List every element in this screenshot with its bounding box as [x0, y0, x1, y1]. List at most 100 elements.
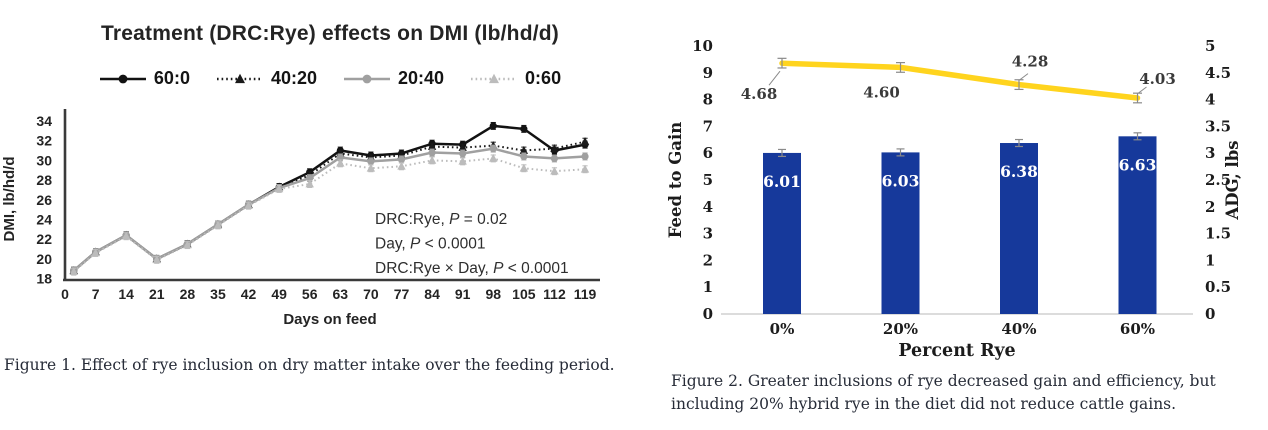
- circle-line-sample-icon: [344, 74, 390, 83]
- x-tick-label: 98: [485, 286, 501, 302]
- x-tick-label: 70: [363, 286, 379, 302]
- marker-triangle: [336, 158, 345, 167]
- x-tick-label: 77: [394, 286, 410, 302]
- x-tick-label: 56: [302, 286, 318, 302]
- left-tick-label: 5: [703, 171, 713, 189]
- figure1-caption: Figure 1. Effect of rye inclusion on dry…: [4, 356, 615, 374]
- marker-circle: [489, 144, 497, 153]
- marker-triangle: [244, 201, 253, 210]
- marker-circle: [459, 149, 467, 158]
- x-axis-label: Percent Rye: [898, 341, 1015, 361]
- x-tick-label: 112: [543, 286, 566, 302]
- x-tick-label: 84: [424, 286, 440, 302]
- x-tick-label: 0: [61, 286, 69, 302]
- series-line: [73, 140, 586, 272]
- marker-triangle: [580, 137, 590, 145]
- y-tick-label: 32: [36, 133, 52, 149]
- triangle-line-sample-icon: [471, 73, 518, 83]
- marker-circle: [397, 155, 406, 164]
- circle-line-sample-icon: [99, 74, 146, 83]
- bar-40%: [1000, 143, 1038, 314]
- line-value-label: 4.68: [741, 85, 778, 103]
- marker-triangle: [183, 240, 192, 249]
- marker-triangle: [519, 146, 529, 154]
- right-tick-label: 4: [1205, 91, 1215, 109]
- marker-triangle: [213, 220, 223, 229]
- bar-0%: [763, 152, 801, 314]
- marker-circle: [428, 148, 436, 157]
- right-tick-label: 4.5: [1205, 64, 1231, 82]
- marker-triangle: [397, 161, 406, 170]
- left-tick-label: 6: [703, 144, 713, 162]
- left-tick-label: 2: [703, 251, 713, 269]
- marker-triangle: [69, 267, 78, 276]
- x-tick-label: 49: [271, 286, 287, 302]
- category-label: 0%: [770, 320, 795, 338]
- chart1-plot: 18 20 22 24 26 28 30 32 34 0 7 14 21 28 35 42 49 56 63 70 77…: [1, 109, 600, 328]
- legend-label: 40:20: [270, 68, 317, 88]
- bar-60%: [1118, 136, 1157, 314]
- legend-item-20:40: 20:40: [343, 68, 444, 89]
- left-axis-label: Feed to Gain: [666, 122, 685, 239]
- y-tick-label: 26: [36, 192, 52, 208]
- right-tick-label: 3.5: [1205, 117, 1231, 135]
- marker-circle: [367, 157, 375, 165]
- marker-circle: [306, 174, 314, 182]
- y-axis-label: DMI, lb/hd/d: [1, 157, 18, 242]
- marker-circle: [520, 152, 528, 161]
- left-tick-label: 4: [703, 198, 713, 216]
- marker-triangle: [458, 156, 467, 165]
- marker-triangle: [580, 164, 590, 173]
- right-tick-label: 0: [1205, 305, 1215, 323]
- x-tick-label: 14: [118, 286, 134, 302]
- y-tick-label: 30: [36, 152, 52, 168]
- line-value-label: 4.60: [863, 83, 900, 101]
- x-axis-label: Days on feed: [283, 311, 376, 328]
- marker-triangle: [305, 179, 314, 188]
- marker-triangle: [91, 248, 100, 257]
- bar-value-label: 6.38: [1000, 162, 1038, 181]
- figure2-caption: Figure 2. Greater inclusions of rye decr…: [671, 372, 1216, 414]
- series-line: [72, 147, 586, 272]
- marker-circle: [581, 152, 589, 161]
- right-tick-label: 3: [1205, 144, 1215, 162]
- y-tick-label: 28: [36, 172, 52, 188]
- x-tick-label: 119: [574, 286, 597, 302]
- line-value-label: 4.28: [1012, 53, 1049, 71]
- chart1-legend: 60:0 40:20 20:40 0:60: [30, 68, 630, 89]
- bar-value-label: 6.01: [763, 172, 801, 191]
- marker-triangle: [366, 163, 376, 172]
- left-tick-label: 9: [703, 64, 713, 82]
- bar-value-label: 6.63: [1119, 155, 1157, 174]
- x-tick-label: 63: [333, 286, 349, 302]
- right-tick-label: 2.5: [1205, 171, 1231, 189]
- marker-circle: [550, 154, 559, 163]
- legend-item-60:0: 60:0: [99, 68, 190, 89]
- right-tick-label: 1.5: [1205, 225, 1231, 243]
- marker-triangle: [234, 73, 245, 83]
- y-tick-label: 22: [36, 231, 52, 247]
- stats-annotation-line: DRC:Rye, P = 0.02: [375, 211, 507, 228]
- right-axis-label: ADG, lbs: [1223, 140, 1242, 220]
- marker-triangle: [152, 255, 161, 264]
- left-tick-label: 10: [692, 37, 713, 55]
- left-tick-label: 3: [703, 225, 713, 243]
- series-0:60: [69, 153, 590, 276]
- legend-item-0:60: 0:60: [470, 68, 561, 89]
- right-tick-label: 0.5: [1205, 278, 1231, 296]
- x-tick-label: 21: [149, 286, 165, 302]
- stats-annotation-line: DRC:Rye × Day, P < 0.0001: [375, 260, 569, 277]
- label-leader-line: [1019, 73, 1029, 80]
- marker-triangle: [519, 163, 529, 172]
- marker-triangle: [274, 184, 284, 193]
- x-tick-label: 7: [92, 286, 100, 302]
- marker-circle: [489, 122, 497, 130]
- adg-line: [779, 60, 1141, 101]
- marker-triangle: [489, 153, 498, 162]
- category-label: 60%: [1120, 320, 1155, 338]
- marker-triangle: [458, 143, 467, 151]
- marker-circle: [336, 153, 344, 162]
- marker-triangle: [121, 231, 131, 240]
- y-tick-label: 34: [36, 113, 52, 129]
